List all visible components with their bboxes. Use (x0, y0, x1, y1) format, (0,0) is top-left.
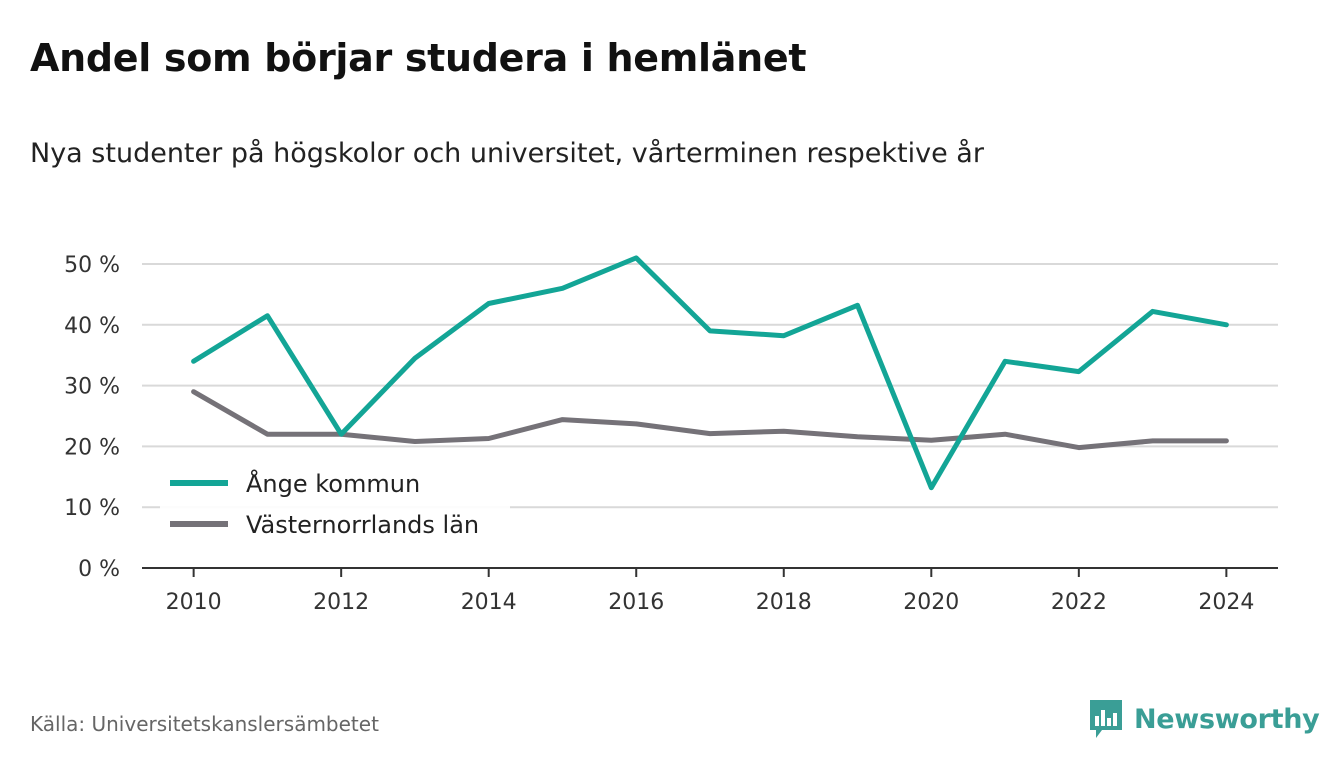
legend-label: Västernorrlands län (246, 511, 479, 539)
y-tick-label: 50 % (64, 253, 120, 278)
y-tick-label: 30 % (64, 375, 120, 400)
chart-subtitle: Nya studenter på högskolor och universit… (30, 138, 984, 169)
x-tick-label: 2012 (313, 590, 369, 615)
line-chart: 0 % 10 % 20 % 30 % 40 % 50 % 2010 2012 2014 2016… (64, 253, 1278, 615)
y-tick-label: 40 % (64, 314, 120, 339)
x-tick-label: 2020 (903, 590, 959, 615)
brand-name: Newsworthy (1134, 703, 1320, 735)
chart-title: Andel som börjar studera i hemlänet (30, 36, 807, 80)
x-tick-label: 2018 (756, 590, 812, 615)
series-line (191, 389, 1229, 451)
y-tick-label: 20 % (64, 435, 120, 460)
y-tick-label: 0 % (78, 557, 120, 582)
legend-background (160, 464, 510, 546)
series-lines (191, 255, 1229, 491)
legend: Ånge kommun Västernorrlands län (160, 464, 510, 546)
legend-label: Ånge kommun (246, 469, 420, 498)
newsworthy-logo-icon (1090, 700, 1122, 738)
source-note: Källa: Universitetskanslersämbetet (30, 712, 379, 736)
x-tick-label: 2014 (461, 590, 517, 615)
x-tick-label: 2016 (608, 590, 664, 615)
x-tick-label: 2024 (1198, 590, 1254, 615)
x-tick-label: 2022 (1051, 590, 1107, 615)
x-axis-ticks: 2010 2012 2014 2016 2018 2020 2022 2024 (142, 567, 1278, 615)
brand: Newsworthy (1088, 698, 1320, 740)
series-line (191, 255, 1229, 491)
y-tick-label: 10 % (64, 496, 120, 521)
x-tick-label: 2010 (166, 590, 222, 615)
y-axis-ticks: 0 % 10 % 20 % 30 % 40 % 50 % (64, 253, 120, 582)
